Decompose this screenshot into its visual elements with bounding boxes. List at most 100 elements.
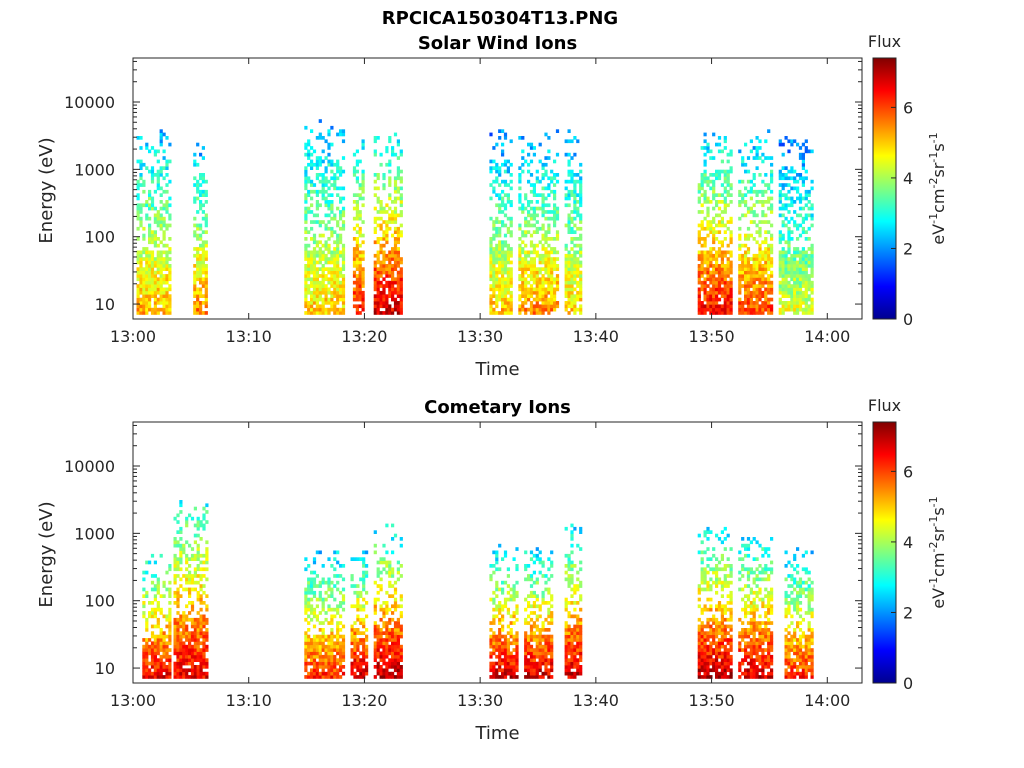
flux-cell xyxy=(327,203,331,208)
flux-cell xyxy=(307,149,311,154)
flux-cell xyxy=(333,250,337,255)
flux-cell xyxy=(373,675,377,679)
flux-cell xyxy=(373,277,377,282)
flux-cell xyxy=(139,264,143,268)
flux-cell xyxy=(339,675,343,679)
flux-cell xyxy=(336,621,340,625)
flux-cell xyxy=(547,557,551,561)
flux-cell xyxy=(185,614,189,619)
flux-cell xyxy=(168,590,172,595)
flux-cell xyxy=(162,257,166,261)
flux-cell xyxy=(339,186,343,191)
flux-cell xyxy=(509,277,513,282)
flux-cell xyxy=(798,294,803,298)
flux-cell xyxy=(761,301,765,305)
flux-cell xyxy=(150,250,155,255)
flux-cell xyxy=(373,149,377,154)
flux-cell xyxy=(388,567,392,572)
flux-cell xyxy=(567,297,571,302)
flux-cell xyxy=(393,607,398,612)
flux-cell xyxy=(379,570,383,575)
flux-cell xyxy=(541,297,545,302)
flux-cell xyxy=(310,267,314,271)
flux-cell xyxy=(501,250,505,255)
flux-cell xyxy=(312,611,317,615)
flux-cell xyxy=(399,307,403,312)
flux-cell xyxy=(385,274,389,278)
flux-cell xyxy=(376,628,380,632)
flux-cell xyxy=(190,621,195,625)
flux-cell xyxy=(503,203,508,208)
flux-cell xyxy=(185,574,189,578)
flux-cell xyxy=(304,607,308,612)
flux-cell xyxy=(495,193,499,197)
flux-cell xyxy=(527,297,531,302)
flux-cell xyxy=(495,233,499,238)
flux-cell xyxy=(755,270,759,275)
flux-cell xyxy=(703,311,707,315)
flux-cell xyxy=(373,604,377,609)
flux-cell xyxy=(746,257,751,261)
flux-cell xyxy=(532,287,536,292)
flux-cell xyxy=(333,277,337,282)
flux-cell xyxy=(784,307,788,312)
flux-cell xyxy=(156,624,160,629)
flux-cell xyxy=(393,580,398,585)
flux-cell xyxy=(749,294,753,298)
flux-cell xyxy=(153,290,157,295)
flux-cell xyxy=(752,257,756,261)
flux-cell xyxy=(202,634,206,639)
flux-cell xyxy=(330,661,334,666)
flux-cell xyxy=(529,213,534,218)
flux-cell xyxy=(318,250,322,255)
flux-cell xyxy=(312,570,317,575)
flux-cell xyxy=(538,179,542,184)
flux-cell xyxy=(810,179,814,184)
flux-cell xyxy=(492,237,496,241)
flux-cell xyxy=(202,621,206,625)
flux-cell xyxy=(529,146,534,150)
flux-cell xyxy=(393,230,398,234)
flux-cell xyxy=(798,146,803,150)
flux-cell xyxy=(168,297,172,302)
flux-cell xyxy=(746,287,751,292)
flux-cell xyxy=(541,644,545,649)
flux-cell xyxy=(310,152,314,157)
flux-cell xyxy=(700,287,704,292)
flux-cell xyxy=(495,257,499,261)
flux-cell xyxy=(535,243,539,248)
flux-cell xyxy=(793,290,797,295)
colorbar-tick-label: 4 xyxy=(903,169,913,188)
flux-cell xyxy=(752,307,756,312)
flux-cell xyxy=(538,628,542,632)
flux-cell xyxy=(196,142,200,147)
flux-cell xyxy=(193,287,197,292)
flux-cell xyxy=(350,648,354,652)
flux-cell xyxy=(532,601,536,605)
flux-cell xyxy=(179,658,183,662)
flux-cell xyxy=(173,628,177,632)
flux-cell xyxy=(185,557,189,561)
flux-cell xyxy=(715,223,719,228)
flux-cell xyxy=(327,638,331,642)
flux-cell xyxy=(770,264,774,268)
flux-cell xyxy=(341,587,346,592)
flux-cell xyxy=(498,607,502,612)
flux-cell xyxy=(715,307,719,312)
flux-cell xyxy=(541,648,545,652)
flux-cell xyxy=(148,611,152,615)
flux-cell xyxy=(579,233,583,238)
flux-cell xyxy=(741,284,745,288)
flux-cell xyxy=(527,574,531,578)
flux-cell xyxy=(767,220,771,224)
flux-cell xyxy=(396,257,400,261)
flux-cell xyxy=(145,311,149,315)
flux-cell xyxy=(179,550,183,555)
flux-cell xyxy=(168,594,172,598)
flux-cell xyxy=(804,297,808,302)
flux-cell xyxy=(336,560,340,565)
flux-cell xyxy=(703,253,707,258)
flux-cell xyxy=(159,142,163,147)
flux-cell xyxy=(153,264,157,268)
flux-cell xyxy=(205,520,209,524)
